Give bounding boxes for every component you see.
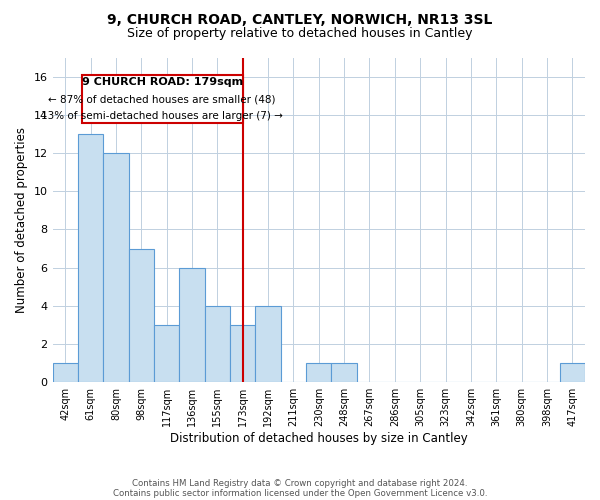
Y-axis label: Number of detached properties: Number of detached properties [15,127,28,313]
Bar [78,134,103,382]
Text: Contains public sector information licensed under the Open Government Licence v3: Contains public sector information licen… [113,488,487,498]
Text: 9, CHURCH ROAD, CANTLEY, NORWICH, NR13 3SL: 9, CHURCH ROAD, CANTLEY, NORWICH, NR13 3… [107,12,493,26]
X-axis label: Distribution of detached houses by size in Cantley: Distribution of detached houses by size … [170,432,467,445]
Text: 9 CHURCH ROAD: 179sqm: 9 CHURCH ROAD: 179sqm [82,77,243,87]
Text: ← 87% of detached houses are smaller (48): ← 87% of detached houses are smaller (48… [49,94,276,104]
Bar [306,363,331,382]
Bar [128,248,154,382]
Text: Contains HM Land Registry data © Crown copyright and database right 2024.: Contains HM Land Registry data © Crown c… [132,478,468,488]
Bar [256,306,281,382]
Text: 13% of semi-detached houses are larger (7) →: 13% of semi-detached houses are larger (… [41,111,283,121]
Bar [331,363,357,382]
Bar [230,325,256,382]
Text: Size of property relative to detached houses in Cantley: Size of property relative to detached ho… [127,28,473,40]
Bar [154,325,179,382]
Bar [560,363,585,382]
Bar [205,306,230,382]
Bar [53,363,78,382]
FancyBboxPatch shape [82,74,243,124]
Bar [103,153,128,382]
Bar [179,268,205,382]
